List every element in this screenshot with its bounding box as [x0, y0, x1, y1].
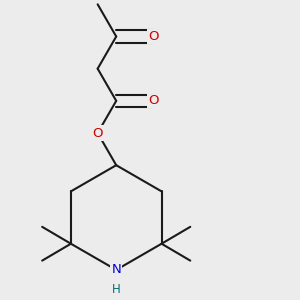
Text: O: O: [148, 94, 159, 107]
Text: H: H: [112, 283, 121, 296]
Text: O: O: [92, 127, 103, 140]
Text: O: O: [148, 30, 159, 43]
Text: N: N: [111, 263, 121, 276]
